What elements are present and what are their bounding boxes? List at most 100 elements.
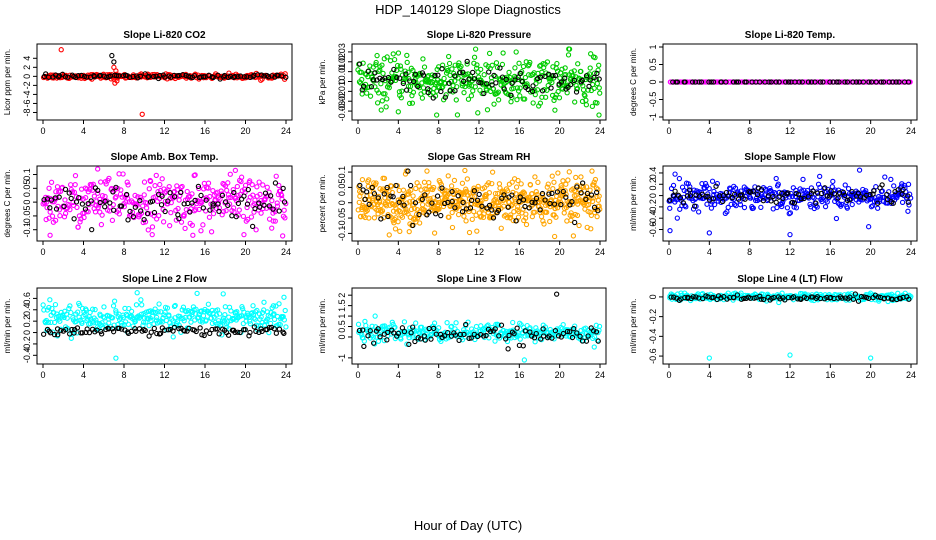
data-point xyxy=(89,306,96,312)
data-point xyxy=(444,197,450,203)
data-point xyxy=(207,207,213,213)
data-point xyxy=(356,199,362,205)
data-point xyxy=(687,193,694,199)
data-point xyxy=(67,182,74,188)
data-point xyxy=(810,188,816,194)
data-point xyxy=(421,179,428,185)
data-point xyxy=(530,100,536,106)
data-point xyxy=(493,60,500,66)
data-point xyxy=(782,79,789,85)
data-point xyxy=(844,197,851,204)
data-point xyxy=(668,294,674,300)
data-point xyxy=(442,94,448,100)
x-tick-label: 16 xyxy=(200,247,210,257)
data-point xyxy=(257,204,263,210)
data-point xyxy=(98,179,104,185)
x-tick-label: 20 xyxy=(240,126,250,136)
data-point xyxy=(563,191,569,197)
data-point xyxy=(439,66,445,72)
data-point xyxy=(436,206,442,212)
data-point xyxy=(111,207,117,213)
data-point xyxy=(453,97,459,103)
data-point xyxy=(181,201,187,207)
data-point xyxy=(379,62,385,68)
data-point xyxy=(591,204,598,210)
x-tick-label: 8 xyxy=(121,247,126,257)
data-point xyxy=(167,223,173,229)
data-point xyxy=(539,88,546,94)
data-point xyxy=(886,79,892,85)
data-point xyxy=(500,50,506,56)
data-point xyxy=(596,323,603,330)
y-tick-label: 0 xyxy=(648,79,658,84)
data-point xyxy=(124,179,130,185)
data-point xyxy=(419,95,426,101)
data-point xyxy=(570,73,576,79)
data-point xyxy=(724,296,730,302)
data-point xyxy=(385,213,391,220)
y-tick-label: -0.6 xyxy=(648,222,658,238)
data-point xyxy=(55,74,62,80)
data-point xyxy=(595,338,601,344)
data-point xyxy=(431,184,437,191)
data-point xyxy=(511,331,517,337)
data-point xyxy=(113,184,119,190)
data-point xyxy=(449,209,455,216)
data-point xyxy=(529,190,535,197)
data-point xyxy=(356,61,363,67)
data-point xyxy=(454,112,461,118)
data-point xyxy=(831,191,838,197)
data-point xyxy=(508,212,514,218)
data-point xyxy=(241,231,247,238)
data-point xyxy=(118,326,125,332)
data-point xyxy=(48,197,55,203)
data-point xyxy=(98,221,105,228)
x-tick-label: 0 xyxy=(666,370,671,380)
data-point xyxy=(553,65,559,71)
data-point xyxy=(510,189,516,196)
data-point xyxy=(699,180,705,187)
data-point xyxy=(125,321,132,327)
data-point xyxy=(574,212,581,219)
series-overlay xyxy=(357,168,601,229)
data-point xyxy=(784,205,791,211)
data-point xyxy=(564,328,571,335)
data-point xyxy=(711,201,718,208)
data-point xyxy=(398,66,404,72)
data-point xyxy=(137,197,143,204)
y-tick-label: 0.02 xyxy=(337,53,347,71)
data-point xyxy=(459,83,466,89)
data-point xyxy=(784,191,790,197)
data-point xyxy=(514,85,520,91)
data-point xyxy=(494,90,500,96)
data-point xyxy=(381,337,387,344)
data-point xyxy=(431,320,438,326)
data-point xyxy=(813,203,819,209)
data-point xyxy=(443,92,449,98)
data-point xyxy=(259,309,266,316)
data-point xyxy=(190,232,196,238)
data-point xyxy=(489,169,496,175)
data-point xyxy=(583,184,590,190)
data-point xyxy=(435,72,441,78)
data-point xyxy=(374,100,381,106)
x-tick-label: 0 xyxy=(666,247,671,257)
data-point xyxy=(680,200,686,206)
data-point xyxy=(596,62,602,68)
x-tick-label: 4 xyxy=(707,126,712,136)
panel-title: Slope Line 2 Flow xyxy=(122,274,207,285)
data-point xyxy=(785,294,791,301)
x-tick-label: 16 xyxy=(514,370,524,380)
data-point xyxy=(737,202,744,208)
data-point xyxy=(385,74,392,81)
data-point xyxy=(412,200,419,206)
data-point xyxy=(281,330,287,337)
data-point xyxy=(456,337,462,343)
data-point xyxy=(235,329,241,335)
y-tick-label: -0.1 xyxy=(22,222,32,238)
data-point xyxy=(436,199,442,206)
data-point xyxy=(720,192,726,199)
data-point xyxy=(142,71,148,77)
data-point xyxy=(790,294,797,300)
data-point xyxy=(251,315,257,321)
